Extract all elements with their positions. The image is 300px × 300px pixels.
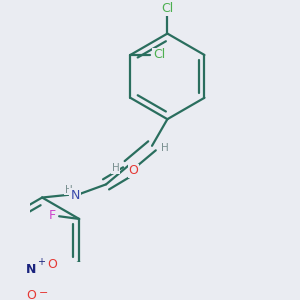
Text: F: F	[49, 209, 56, 222]
Text: O: O	[47, 258, 57, 271]
Text: H: H	[161, 143, 169, 154]
Text: +: +	[37, 257, 45, 267]
Text: O: O	[129, 164, 139, 178]
Text: Cl: Cl	[153, 49, 165, 62]
Text: O: O	[26, 289, 36, 300]
Text: H: H	[65, 184, 73, 194]
Text: −: −	[39, 288, 48, 298]
Text: N: N	[70, 189, 80, 202]
Text: H: H	[112, 163, 119, 173]
Text: N: N	[26, 263, 37, 276]
Text: Cl: Cl	[161, 2, 173, 15]
